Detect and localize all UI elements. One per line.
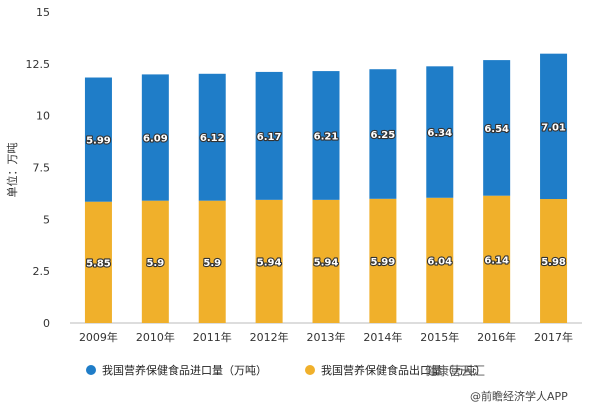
data-label-export: 6.14 [484, 255, 509, 266]
x-tick-label: 2016年 [477, 330, 516, 344]
x-tick-label: 2009年 [79, 330, 118, 344]
bar-import [483, 60, 511, 196]
x-tick-label: 2015年 [420, 330, 459, 344]
bar-export [540, 199, 568, 323]
data-label-export: 5.9 [203, 258, 221, 269]
legend: 我国营养保健食品进口量（万吨） 我国营养保健食品出口量（万吨） [0, 360, 589, 380]
bar-import [198, 73, 226, 201]
bar-import [84, 77, 112, 202]
data-label-import: 6.54 [484, 124, 509, 135]
legend-label-export: 我国营养保健食品出口量（万吨） [321, 364, 486, 377]
legend-label-import: 我国营养保健食品进口量（万吨） [102, 364, 267, 377]
bar-import [255, 71, 283, 200]
bar-import [369, 69, 397, 199]
data-label-export: 5.85 [86, 258, 111, 269]
y-tick-label: 2.5 [33, 265, 51, 278]
watermark-wechat: 健康营云汇 [425, 364, 486, 378]
bar-import [141, 74, 169, 201]
x-tick-label: 2010年 [136, 330, 175, 344]
bar-import [312, 71, 340, 200]
data-label-import: 7.01 [541, 122, 566, 133]
bar-import [540, 53, 568, 200]
bar-export [369, 198, 397, 323]
data-label-import: 6.12 [200, 133, 225, 144]
y-axis: 0 2.5 5 7.5 10 12.5 15 [26, 6, 51, 330]
y-tick-label: 12.5 [26, 58, 51, 71]
bar-export [426, 197, 454, 323]
bar-export [255, 199, 283, 323]
x-tick-label: 2013年 [307, 330, 346, 344]
y-axis-label: 单位：万吨 [5, 143, 19, 198]
data-label-import: 6.25 [371, 130, 396, 141]
x-tick-label: 2017年 [534, 330, 573, 344]
data-label-import: 6.17 [257, 132, 282, 143]
data-label-import: 5.99 [86, 136, 111, 147]
bar-export [141, 200, 169, 323]
data-label-export: 5.9 [146, 258, 164, 269]
bar-export [483, 195, 511, 323]
bars: 5.85 5.99 5.9 6.09 5.9 6.12 5.94 6.17 5.94 6.21 5.… [84, 53, 568, 323]
bar-import [426, 66, 454, 198]
legend-swatch-export [305, 365, 315, 375]
data-label-export: 5.98 [541, 257, 566, 268]
legend-item-export: 我国营养保健食品出口量（万吨） [305, 360, 486, 380]
y-tick-label: 10 [36, 110, 50, 123]
bar-export [84, 201, 112, 323]
data-label-import: 6.21 [314, 131, 339, 142]
x-tick-label: 2011年 [193, 330, 232, 344]
y-tick-label: 7.5 [33, 162, 51, 175]
data-label-export: 6.04 [427, 256, 452, 267]
data-label-export: 5.94 [257, 257, 282, 268]
data-label-import: 6.34 [427, 128, 452, 139]
data-label-import: 6.09 [143, 134, 168, 145]
bar-export [198, 200, 226, 323]
y-tick-label: 15 [36, 6, 50, 19]
watermark-app: @前瞻经济学人APP [470, 390, 568, 403]
data-label-export: 5.99 [371, 257, 396, 268]
legend-swatch-import [86, 365, 96, 375]
y-tick-label: 5 [43, 213, 50, 226]
x-tick-label: 2014年 [363, 330, 402, 344]
y-tick-label: 0 [43, 317, 50, 330]
x-axis: 2009年 2010年 2011年 2012年 2013年 2014年 2015年 2016年… [79, 330, 573, 344]
bar-export [312, 199, 340, 323]
legend-item-import: 我国营养保健食品进口量（万吨） [86, 360, 267, 380]
data-label-export: 5.94 [314, 257, 339, 268]
x-tick-label: 2012年 [250, 330, 289, 344]
